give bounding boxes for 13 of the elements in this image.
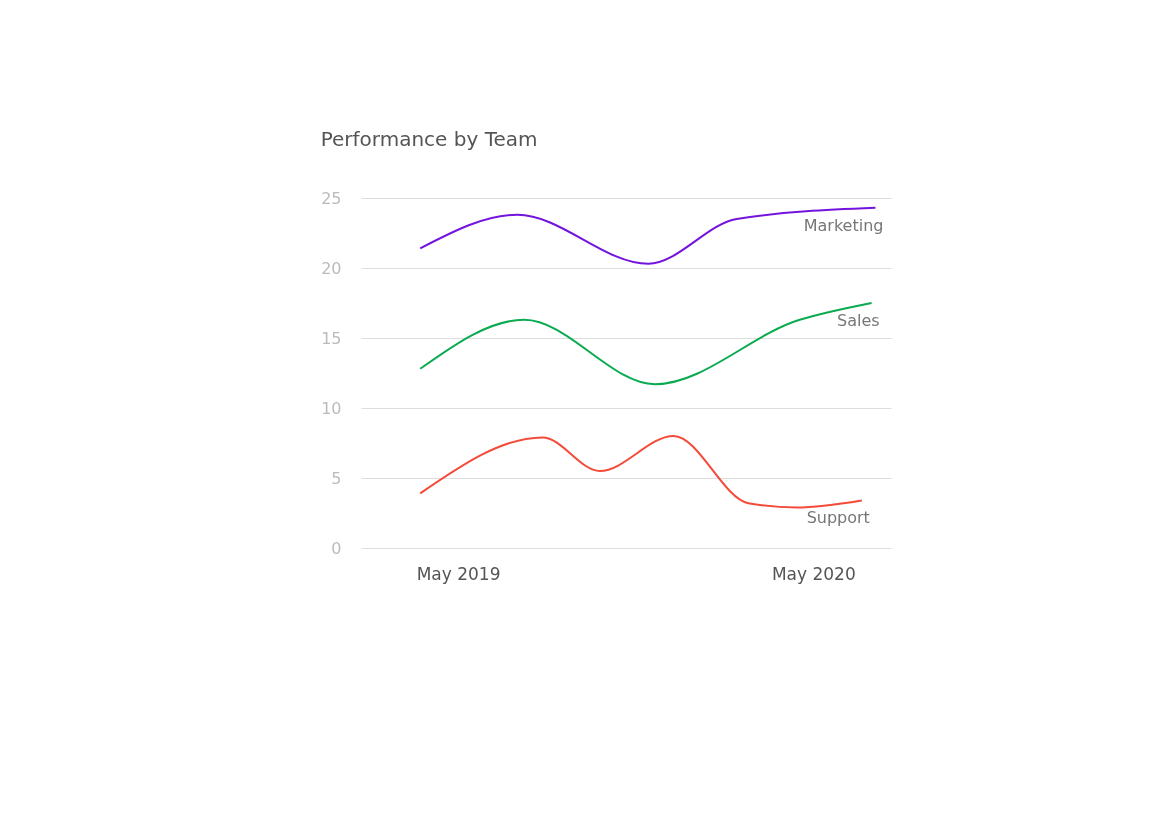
y-tick-label: 0 [331, 538, 342, 558]
y-tick-label: 20 [321, 258, 342, 278]
x-tick-label: May 2020 [771, 563, 856, 584]
y-tick-label: 10 [321, 398, 342, 418]
chart-title: Performance by Team [320, 127, 538, 151]
y-tick-label: 15 [321, 328, 342, 348]
line-series [419, 435, 863, 509]
y-tick-label: 25 [321, 188, 342, 208]
series-label: Marketing [803, 215, 884, 235]
series-label: Support [806, 508, 870, 528]
y-tick-label: 5 [331, 468, 342, 488]
x-tick-label: May 2019 [416, 563, 501, 584]
series-label: Sales [836, 311, 880, 330]
